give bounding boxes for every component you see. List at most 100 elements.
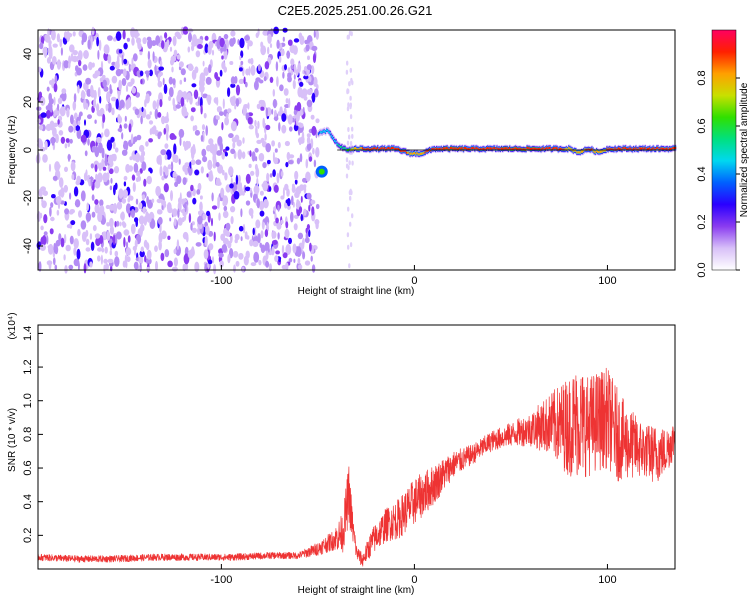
noise-speck <box>304 260 311 266</box>
noise-speck <box>193 89 199 100</box>
noise-speck <box>346 89 349 95</box>
noise-speck <box>168 95 172 102</box>
signal-cell <box>439 148 442 151</box>
signal-cell <box>401 150 403 153</box>
noise-speck <box>53 110 57 118</box>
noise-speck <box>265 143 272 153</box>
noise-speck <box>83 50 89 59</box>
noise-speck <box>73 247 77 256</box>
noise-speck <box>76 55 79 63</box>
signal-cell <box>639 147 642 150</box>
noise-speck <box>217 115 220 121</box>
noise-speck <box>199 201 203 212</box>
noise-speck <box>111 75 118 84</box>
noise-speck <box>351 126 354 132</box>
signal-cell <box>489 147 491 150</box>
signal-cell <box>441 148 444 151</box>
noise-speck <box>140 115 143 125</box>
signal-cell <box>416 151 418 155</box>
noise-speck <box>268 263 272 272</box>
noise-speck <box>346 106 350 112</box>
noise-speck <box>112 37 117 42</box>
noise-speck <box>222 98 225 109</box>
signal-cell <box>619 147 621 150</box>
noise-speck <box>42 190 48 196</box>
noise-speck <box>97 87 101 98</box>
noise-speck <box>142 206 146 214</box>
noise-speck <box>112 141 116 150</box>
noise-speck <box>176 175 182 185</box>
noise-speck <box>121 149 128 156</box>
spectrogram-ticks: -100 0 100 -40 -20 0 20 40 <box>22 48 617 287</box>
noise-speck <box>77 228 81 237</box>
noise-speck <box>277 232 280 240</box>
noise-speck <box>298 206 303 214</box>
noise-speck <box>123 237 126 248</box>
noise-speck <box>253 80 259 91</box>
noise-speck <box>299 35 305 45</box>
noise-speck <box>57 97 63 105</box>
noise-speck <box>251 151 256 162</box>
noise-speck <box>191 69 197 80</box>
signal-cell <box>532 147 534 150</box>
noise-speck <box>84 150 88 157</box>
noise-speck <box>164 249 170 258</box>
noise-speck <box>253 251 260 263</box>
noise-speck <box>145 242 150 251</box>
noise-speck <box>180 68 186 76</box>
noise-speck <box>349 114 353 120</box>
signal-cell <box>624 146 627 149</box>
noise-speck <box>143 178 147 187</box>
noise-speck <box>146 249 152 260</box>
noise-speck <box>167 235 171 240</box>
noise-speck <box>276 172 280 184</box>
signal-cell <box>341 145 343 148</box>
noise-speck <box>143 215 148 226</box>
signal-cell <box>432 148 435 151</box>
noise-speck <box>116 220 120 227</box>
signal-cell <box>483 147 486 151</box>
noise-speck <box>164 154 168 161</box>
noise-speck <box>216 181 222 186</box>
noise-speck <box>175 104 181 109</box>
signal-cell <box>511 148 513 151</box>
signal-cell <box>343 146 345 149</box>
noise-speck <box>157 80 163 88</box>
noise-speck <box>63 60 69 69</box>
signal-cell <box>431 148 433 151</box>
noise-speck <box>83 98 87 110</box>
noise-speck <box>196 189 201 195</box>
signal-cell <box>319 131 321 134</box>
noise-speck <box>147 199 153 209</box>
noise-speck <box>133 136 138 143</box>
noise-speck <box>195 159 202 165</box>
noise-speck <box>46 86 50 92</box>
noise-speck <box>128 63 132 73</box>
noise-speck <box>288 257 293 263</box>
signal-cell <box>510 148 512 151</box>
noise-speck <box>110 177 113 184</box>
noise-speck <box>122 68 127 77</box>
noise-speck <box>53 83 58 93</box>
noise-speck <box>202 60 205 67</box>
noise-speck <box>159 35 163 43</box>
noise-speck <box>157 132 161 140</box>
noise-speck <box>206 210 211 217</box>
signal-cell <box>638 147 641 150</box>
noise-speck <box>97 247 103 252</box>
noise-speck <box>49 228 54 235</box>
noise-speck <box>200 134 204 142</box>
noise-speck <box>287 160 294 165</box>
noise-speck <box>120 211 125 221</box>
noise-speck <box>78 59 82 67</box>
noise-speck <box>190 107 196 113</box>
noise-speck <box>107 258 114 264</box>
signal-cell <box>359 146 362 150</box>
signal-cell <box>626 148 628 151</box>
signal-cell <box>367 147 370 150</box>
noise-speck <box>91 211 96 218</box>
signal-cell <box>400 149 402 152</box>
noise-speck <box>172 97 175 107</box>
noise-speck <box>149 111 152 116</box>
noise-speck <box>190 159 196 166</box>
